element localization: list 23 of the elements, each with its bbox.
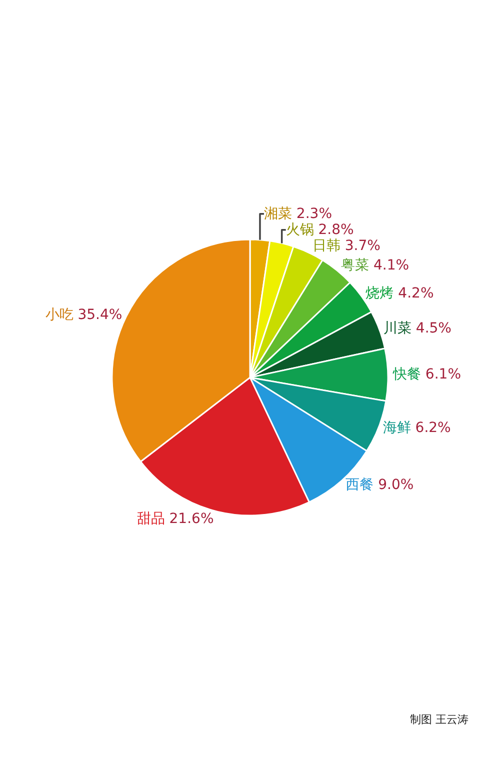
data-label: 4.2%: [398, 286, 434, 302]
data-label: 35.4%: [78, 306, 122, 323]
slice-label: 湘菜: [264, 206, 292, 222]
slice-label: 快餐: [392, 366, 421, 383]
data-label: 4.1%: [373, 258, 410, 274]
slice-label: 川菜: [383, 320, 412, 337]
slice-label: 粤菜: [341, 258, 370, 274]
data-label: 2.8%: [318, 222, 354, 238]
data-label: 9.0%: [378, 477, 414, 494]
text: 制图 王云涛: [410, 713, 468, 726]
slice-label: 烧烤: [366, 286, 394, 302]
slice-label: 甜品: [136, 511, 165, 528]
data-label: 6.1%: [425, 366, 461, 383]
data-label: 6.2%: [415, 420, 451, 436]
slice-label: 海鲜: [382, 420, 411, 436]
slice-label: 日韩: [312, 238, 340, 254]
slice-label: 西餐: [346, 477, 374, 494]
data-label: 2.3%: [296, 206, 332, 222]
slice-label: 小吃: [45, 306, 74, 323]
data-label: 4.5%: [416, 320, 452, 337]
data-label: 21.6%: [169, 511, 214, 528]
data-label: 3.7%: [344, 238, 380, 254]
slice-label: 火锅: [286, 222, 314, 238]
